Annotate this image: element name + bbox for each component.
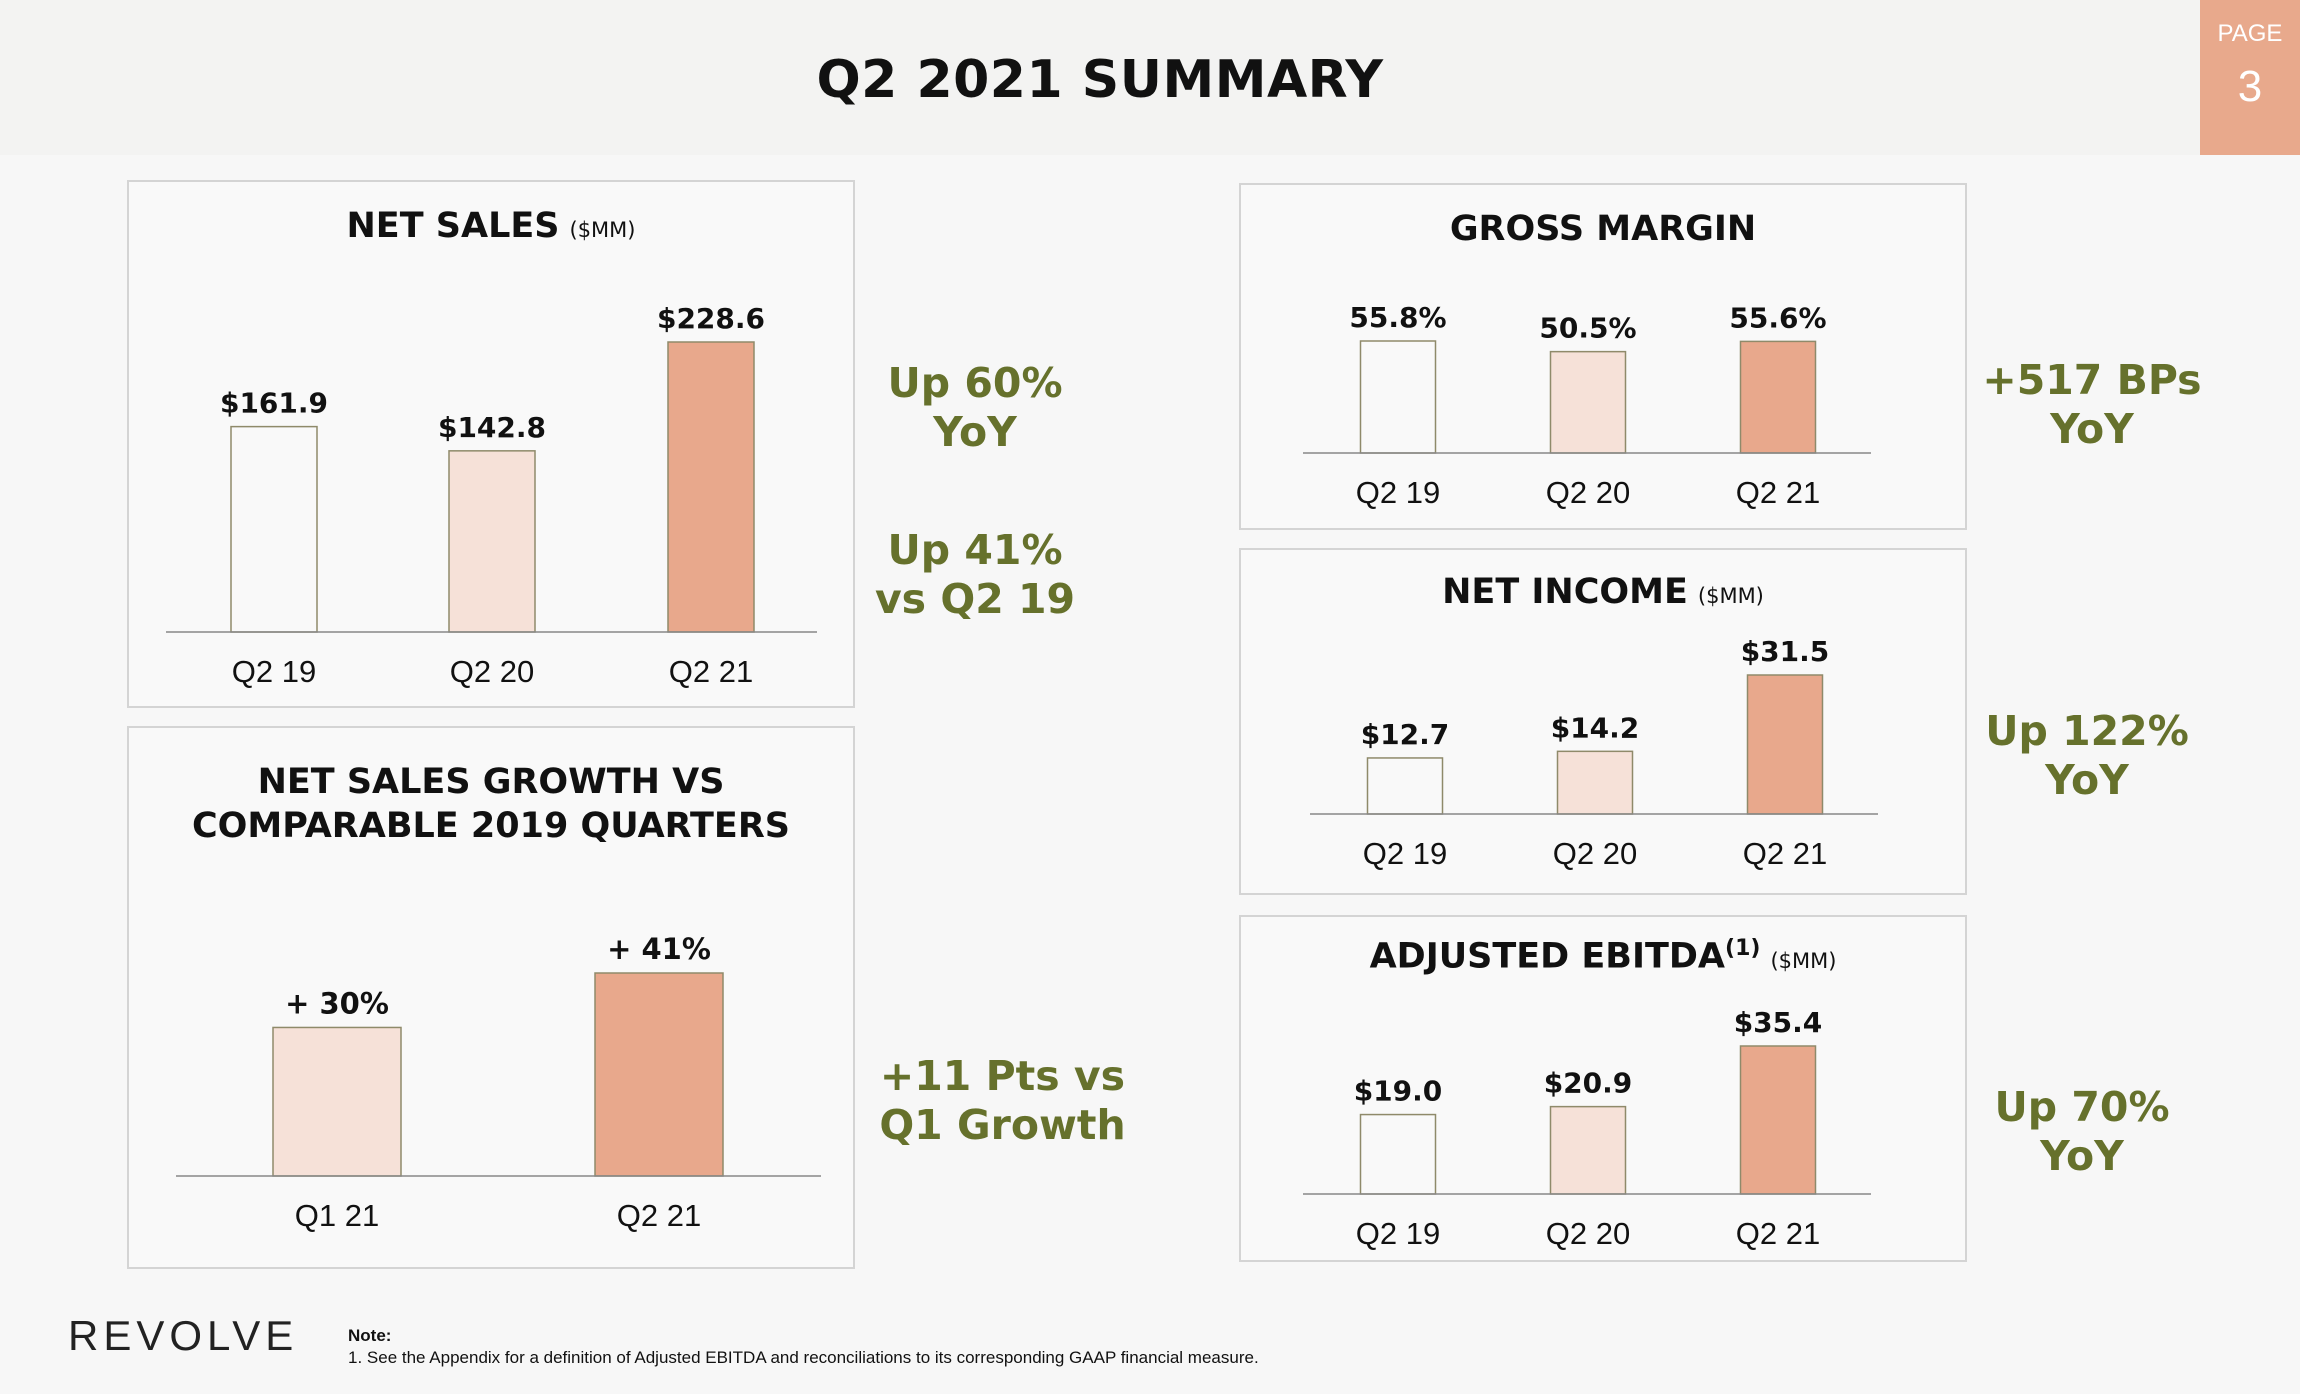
growth-title: NET SALES GROWTH VS COMPARABLE 2019 QUAR… [191,762,790,846]
net-sales-bar [667,341,755,633]
adj-ebitda-category-label: Q2 21 [1736,1216,1820,1251]
net-sales-category-label: Q2 19 [232,654,316,689]
gross-margin-category-label: Q2 21 [1736,475,1820,510]
gross-margin-bar [1739,340,1817,454]
net-income-category-label: Q2 21 [1743,836,1827,871]
header-band [0,0,2300,155]
net-income-value-label: $31.5 [1741,635,1830,668]
net-income-title: NET INCOME ($MM) [1241,570,1965,618]
gross-margin-value-label: 55.8% [1349,301,1446,334]
adj-ebitda-chart: $19.0 Q2 19 $20.9 Q2 20 $35.4 Q2 21 [1303,1006,1871,1251]
growth-pts-callout: +11 Pts vs Q1 Growth [879,1052,1126,1149]
net-sales-vs19-callout: Up 41% vs Q2 19 [874,526,1076,623]
net-sales-category-label: Q2 20 [450,654,534,689]
net-income-value-label: $12.7 [1361,718,1450,751]
gross-margin-category-label: Q2 20 [1546,475,1630,510]
net-income-unit: ($MM) [1697,584,1764,608]
net-income-chart: $12.7 Q2 19 $14.2 Q2 20 $31.5 Q2 21 [1310,635,1878,871]
adj-ebitda-category-label: Q2 20 [1546,1216,1630,1251]
adj-ebitda-value-label: $20.9 [1544,1067,1633,1100]
gross-margin-chart: 55.8% Q2 19 50.5% Q2 20 55.6% Q2 21 [1303,301,1871,510]
net-sales-yoy-callout: Up 60% YoY [887,359,1063,456]
net-income-panel: $12.7 Q2 19 $14.2 Q2 20 $31.5 Q2 21 NET INCOM… [1239,548,1967,895]
gross-margin-bps-callout: +517 BPs YoY [1982,356,2202,453]
growth-panel: + 30% Q1 21 + 41% Q2 21 NET SALES GROWTH VS… [127,726,855,1269]
net-sales-chart: $161.9 Q2 19 $142.8 Q2 20 $228.6 Q2 21 [166,302,817,689]
net-income-bar [1556,750,1634,815]
adj-ebitda-unit: ($MM) [1770,948,1837,973]
net-income-category-label: Q2 20 [1553,836,1637,871]
net-income-title-text: NET INCOME [1442,572,1688,612]
net-sales-title: NET SALES ($MM) [129,204,853,252]
growth-category-label: Q2 21 [617,1198,701,1233]
net-sales-panel: $161.9 Q2 19 $142.8 Q2 20 $228.6 Q2 21 NET SA… [127,180,855,708]
adj-ebitda-panel: $19.0 Q2 19 $20.9 Q2 20 $35.4 Q2 21 ADJUSTED … [1239,915,1967,1262]
growth-value-label: + 30% [285,986,389,1020]
net-income-yoy-callout: Up 122% YoY [1985,707,2189,804]
net-sales-title-text: NET SALES [346,206,560,246]
growth-bar [594,972,724,1177]
revolve-logo: REVOLVE [68,1312,299,1359]
net-sales-value-label: $142.8 [438,411,546,444]
adj-ebitda-category-label: Q2 19 [1356,1216,1440,1251]
net-income-bar [1366,757,1444,815]
adj-ebitda-title: ADJUSTED EBITDA(1) ($MM) [1241,927,1965,983]
adj-ebitda-value-label: $19.0 [1354,1075,1443,1108]
net-sales-value-label: $228.6 [657,302,765,335]
gross-margin-bar [1359,340,1437,454]
page-number: 3 [2237,62,2263,111]
net-income-value-label: $14.2 [1551,711,1640,744]
net-sales-bar [230,425,318,633]
net-sales-value-label: $161.9 [220,387,328,420]
note-label: Note: [348,1326,392,1345]
net-sales-unit: ($MM) [569,218,636,242]
growth-category-label: Q1 21 [295,1198,379,1233]
net-income-category-label: Q2 19 [1363,836,1447,871]
gross-margin-category-label: Q2 19 [1356,475,1440,510]
page-indicator: PAGE 3 [2200,0,2300,155]
adj-ebitda-title-text: ADJUSTED EBITDA [1369,936,1726,977]
adj-ebitda-bar [1739,1045,1817,1195]
adj-ebitda-value-label: $35.4 [1734,1006,1823,1039]
page-label: PAGE [2217,20,2283,47]
gross-margin-value-label: 55.6% [1729,301,1826,334]
net-sales-bar [448,450,536,633]
ebitda-yoy-callout: Up 70% YoY [1994,1083,2170,1180]
gross-margin-bar [1549,350,1627,454]
gross-margin-panel: 55.8% Q2 19 50.5% Q2 20 55.6% Q2 21 GROSS MAR… [1239,183,1967,530]
gross-margin-title: GROSS MARGIN [1449,209,1757,249]
growth-bar [272,1026,402,1177]
net-sales-category-label: Q2 21 [669,654,753,689]
adj-ebitda-bar [1549,1105,1627,1195]
page-title: Q2 2021 SUMMARY [816,50,1384,110]
growth-value-label: + 41% [607,932,711,966]
adj-ebitda-bar [1359,1113,1437,1195]
adj-ebitda-footnote-ref: (1) [1725,936,1761,961]
growth-chart: + 30% Q1 21 + 41% Q2 21 [176,932,821,1233]
footnote: Note: 1. See the Appendix for a definiti… [348,1325,1259,1369]
note-text: 1. See the Appendix for a definition of … [348,1348,1259,1367]
net-income-bar [1746,674,1824,815]
gross-margin-value-label: 50.5% [1539,312,1636,345]
